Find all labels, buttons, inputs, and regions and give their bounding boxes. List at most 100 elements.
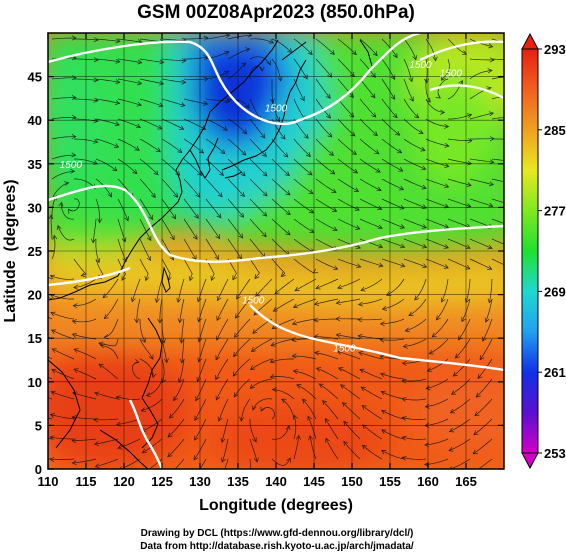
colorbar-min-arrow [521,452,539,470]
streamline-arrowhead [115,38,121,44]
streamline-arrowhead [93,77,99,83]
streamline [274,278,295,294]
streamline-arrowhead [261,232,267,238]
streamline-arrowhead [260,133,266,139]
streamline-arrowhead [511,42,515,46]
streamline-arrowhead [338,367,344,372]
streamline-arrowhead [97,218,103,224]
streamline-arrowhead [431,332,437,338]
streamline [309,435,317,460]
streamline-arrowhead [48,214,54,220]
streamline-arrowhead [159,80,165,86]
streamline [232,358,251,377]
streamline-arrowhead [194,213,199,219]
streamline-arrowhead [285,230,291,236]
streamline [447,218,471,228]
streamline [461,298,471,322]
streamline-arrowhead [222,126,228,131]
streamline [50,436,74,440]
streamline [51,77,76,80]
streamline [337,278,361,289]
streamline-arrowhead [167,452,173,458]
streamline-arrowhead [510,245,515,249]
streamline-arrowhead [134,359,140,364]
streamline-arrowhead [93,138,99,144]
streamline [221,438,229,463]
streamline-arrowhead [253,457,259,463]
streamline [95,118,120,126]
streamline-arrowhead [72,391,78,397]
streamline [50,275,75,280]
streamline-arrowhead [71,75,77,81]
streamline [252,398,273,411]
streamline [293,98,306,121]
colorbar-ticks: 293 285 277 269 261 253 [538,42,566,461]
streamline-arrowhead [49,274,56,280]
streamline [260,407,275,420]
streamline-arrowhead [261,152,267,158]
streamline [381,238,405,248]
streamline-arrowhead [176,297,182,304]
streamline [271,138,289,158]
streamline [381,178,404,191]
streamline-arrowhead [512,58,516,62]
x-tick-label: 115 [76,474,97,489]
streamline-arrowhead [381,450,387,455]
colorbar-tick-label: 285 [544,123,566,138]
streamline-arrowhead [390,94,396,100]
streamline-arrowhead [314,350,320,356]
streamline-arrowhead [29,433,34,437]
streamline [271,318,295,330]
streamline-arrowhead [71,460,77,466]
streamline-arrowhead [217,416,223,422]
streamline [117,158,138,174]
streamline [50,294,74,300]
streamline-arrowhead [488,181,494,187]
streamline-arrowhead [132,169,138,175]
streamline-arrowhead [377,243,384,249]
streamline [184,37,208,40]
streamline-arrowhead [359,368,365,374]
streamline-arrowhead [440,109,446,115]
streamline-arrowhead [401,416,407,421]
streamline [193,438,207,461]
streamline-arrowhead [318,383,324,389]
streamline [447,178,472,186]
streamline [250,358,273,370]
streamline-arrowhead [140,407,146,413]
streamline [117,38,142,43]
streamline-arrowhead [117,444,123,450]
y-tick-label: 10 [28,375,42,390]
streamline-arrowhead [168,413,174,419]
streamline [358,298,383,305]
streamline-arrowhead [409,96,414,102]
streamline [139,338,154,360]
streamline-arrowhead [488,111,495,117]
streamline [343,441,361,460]
streamline [139,98,164,107]
streamline-arrowhead [29,411,34,415]
streamline [441,58,450,81]
streamline-arrowhead [93,118,99,124]
streamline-arrowhead [284,171,290,177]
streamline [271,158,290,176]
streamline-arrowhead [421,165,427,171]
streamline [197,358,207,382]
streamline [95,58,120,63]
streamline-arrowhead [443,264,449,269]
streamline-arrowhead [203,35,209,41]
streamline-arrowhead [80,272,86,278]
streamline [402,436,427,440]
streamline-arrowhead [241,150,247,156]
streamline-arrowhead [329,50,335,56]
x-tick-label: 130 [189,474,211,489]
streamline [357,318,383,321]
streamline-arrowhead [489,159,495,165]
streamline-arrowhead [154,297,160,304]
streamline [249,238,266,258]
streamline [51,329,75,340]
streamline [117,78,142,85]
streamline-arrowhead [197,337,203,343]
streamline [488,278,493,303]
streamline-arrowhead [458,80,463,86]
